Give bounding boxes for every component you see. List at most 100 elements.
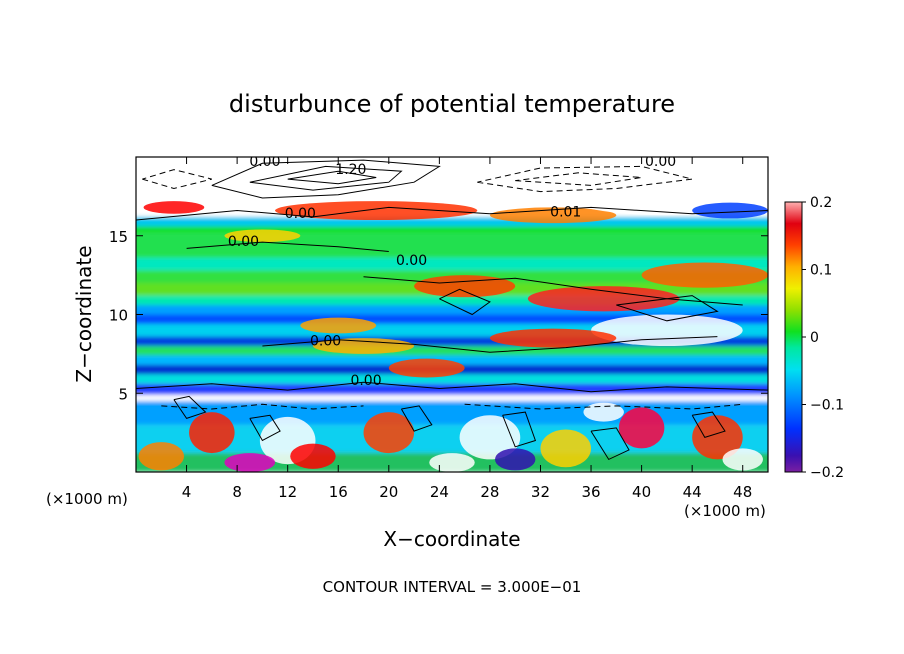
field-band-17 (136, 383, 768, 395)
field-band-2 (136, 216, 768, 227)
contour-labels: 0.00 1.20 0.00 0.00 0.00 0.00 0.01 0.00 0.00 (228, 154, 676, 389)
field-blob-15 (459, 415, 521, 460)
contour-line-8 (363, 276, 743, 306)
field-blob-17 (618, 407, 665, 449)
field-blob-28 (692, 202, 768, 219)
y-ticks: 5 10 15 (109, 228, 768, 403)
field-blobs (138, 160, 768, 472)
field-band-3 (136, 226, 768, 233)
y-axis-label: Z−coordinate (72, 245, 96, 382)
x-tick-label-10: 44 (683, 483, 702, 501)
x-tick-label-1: 8 (232, 483, 242, 501)
contour-line-10 (136, 381, 768, 393)
contour-line-5 (142, 169, 212, 190)
field-blob-14 (363, 412, 415, 454)
contour-label-7: 0.00 (310, 333, 341, 349)
field-blob-16 (540, 429, 592, 468)
contour-line-18 (691, 411, 726, 438)
field-blob-3 (224, 229, 301, 243)
contour-label-5: 0.00 (396, 253, 427, 269)
contour-line-7 (186, 241, 389, 252)
colorbar-tick-label-2: 0 (810, 330, 819, 346)
field-blob-4 (414, 275, 516, 298)
x-tick-label-8: 36 (581, 483, 600, 501)
contour-line-15 (400, 405, 433, 432)
colorbar-ticks: 0.2 0.1 0 −0.1 −0.2 (802, 195, 844, 481)
contour-line-20 (439, 288, 491, 316)
x-tick-label-2: 12 (278, 483, 297, 501)
x-tick-label-0: 4 (182, 483, 192, 501)
contour-line-2 (287, 170, 377, 185)
field-band-12 (136, 336, 768, 346)
colorbar-tick-label-4: −0.2 (810, 465, 844, 481)
contour-line-3 (477, 165, 693, 193)
contour-line-17 (590, 427, 630, 461)
contour-line-11 (161, 403, 364, 410)
field-blob-23 (722, 448, 763, 471)
contour-line-16 (502, 411, 537, 448)
contour-line-1 (249, 165, 403, 191)
colorbar-tick-label-0: 0.2 (810, 195, 832, 211)
x-tick-label-5: 24 (430, 483, 449, 501)
contour-label-1: 1.20 (335, 162, 366, 178)
field-blob-9 (312, 338, 415, 354)
x-tick-label-7: 32 (531, 483, 550, 501)
colorbar-tick-label-1: 0.1 (810, 263, 832, 279)
colorbar: 0.2 0.1 0 −0.1 −0.2 (784, 195, 844, 481)
field-band-9 (136, 305, 768, 315)
field-blob-10 (300, 317, 377, 334)
contour-line-19 (616, 295, 719, 322)
colorbar-tick-label-3: −0.1 (810, 398, 844, 414)
x-tick-label-4: 20 (379, 483, 398, 501)
field-band-18 (136, 394, 768, 402)
y-tick-label-0: 5 (118, 385, 128, 403)
contour-line-0 (211, 159, 441, 199)
plot-area: 0.00 1.20 0.00 0.00 0.00 0.00 0.01 0.00 0.00 (136, 154, 768, 472)
field-blob-25 (583, 402, 624, 422)
y-tick-label-2: 15 (109, 228, 128, 246)
field-blob-19 (138, 442, 185, 471)
x-axis-label: X−coordinate (383, 527, 520, 551)
field-blob-12 (189, 412, 235, 454)
chart-title: disturbunce of potential temperature (229, 90, 675, 118)
field-band-10 (136, 314, 768, 324)
contour-label-0: 0.00 (249, 154, 280, 170)
contour-line-14 (249, 414, 281, 442)
colorbar-ramp (785, 202, 802, 472)
field-blob-21 (429, 453, 475, 472)
x-tick-label-6: 28 (480, 483, 499, 501)
field-band-16 (136, 374, 768, 384)
x-tick-label-3: 16 (329, 483, 348, 501)
field-blob-6 (641, 262, 768, 288)
field-band-14 (136, 355, 768, 365)
field-blob-5 (527, 286, 680, 312)
contour-line-12 (464, 403, 743, 410)
contour-lines (136, 159, 768, 461)
field-blob-18 (692, 415, 743, 460)
contour-label-2: 0.00 (645, 154, 676, 170)
field-band-8 (136, 295, 768, 306)
field-blob-11 (388, 358, 465, 378)
y-tick-label-1: 10 (109, 307, 128, 325)
field-blob-22 (494, 448, 536, 471)
x-unit-right: (×1000 m) (684, 502, 766, 520)
field-blob-29 (143, 201, 205, 214)
field-band-13 (136, 346, 768, 356)
field-blob-20 (224, 453, 276, 472)
x-unit-left: (×1000 m) (46, 490, 128, 508)
x-ticks: 4 8 12 16 20 24 28 32 36 40 44 48 (182, 157, 752, 501)
field-blob-7 (591, 314, 743, 346)
contour-line-9 (262, 336, 718, 353)
contour-label-4: 0.00 (228, 234, 259, 250)
x-tick-label-11: 48 (733, 483, 752, 501)
contour-line-13 (173, 395, 207, 419)
contour-label-8: 0.00 (350, 373, 381, 389)
field-blob-24 (290, 443, 336, 469)
field-blob-8 (489, 328, 617, 348)
contour-label-3: 0.00 (285, 206, 316, 222)
field-blob-0 (142, 160, 257, 198)
contour-line-4 (515, 172, 642, 186)
contour-interval-footer: CONTOUR INTERVAL = 3.000E−01 (323, 578, 582, 596)
contour-label-6: 0.01 (550, 204, 581, 220)
